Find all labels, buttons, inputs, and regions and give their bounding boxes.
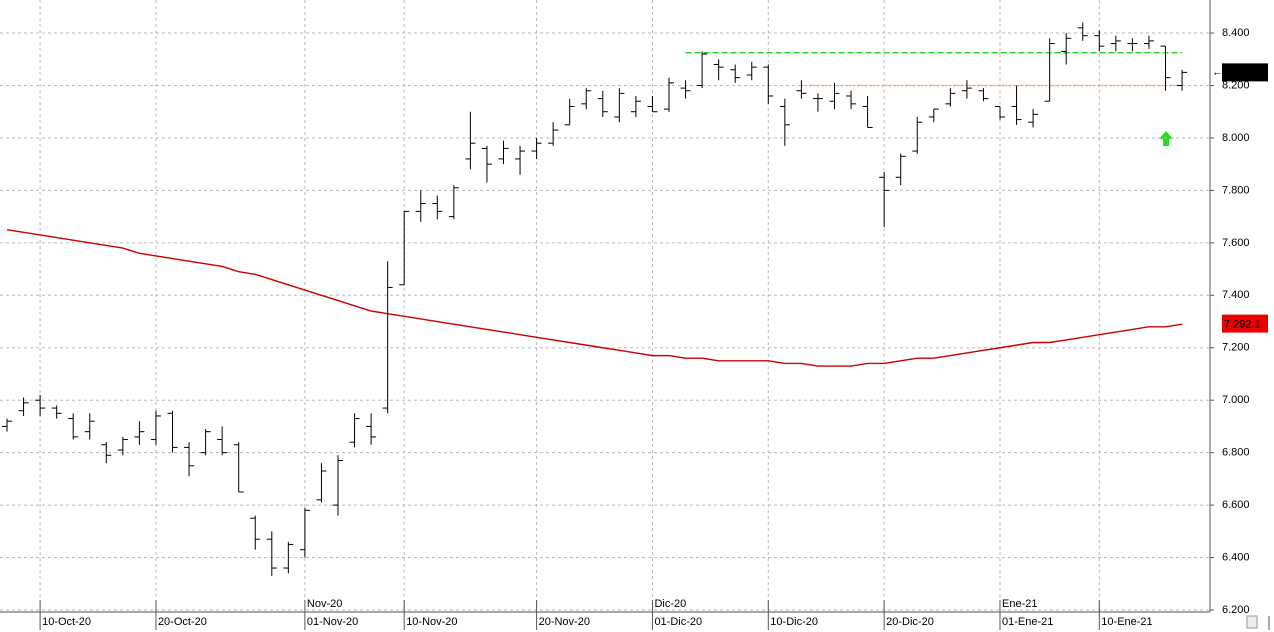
x-tick-label: 10-Oct-20 [42,616,91,628]
up-arrow [1159,131,1173,146]
y-tick-label: 7.800 [1222,184,1250,196]
ma-last-box [1222,314,1268,333]
x-tick-label: 20-Dic-20 [886,616,934,628]
y-tick-label: 7.400 [1222,289,1250,301]
x-tick-label: 01-Nov-20 [307,616,358,628]
last-price-box [1222,63,1268,82]
overlay-line [6,229,1183,367]
x-tick-label: 20-Oct-20 [158,616,207,628]
toolbar-icon[interactable] [1246,615,1258,629]
y-tick-label: 6.600 [1222,499,1250,511]
y-tick-label: 8.000 [1222,132,1250,144]
y-tick-label: 7.000 [1222,394,1250,406]
x-tick-label: 10-Ene-21 [1101,616,1152,628]
x-tick-label: 01-Ene-21 [1002,616,1053,628]
x-tick-label: 20-Nov-20 [539,616,590,628]
month-label: Nov-20 [307,598,342,610]
pointer: ← [1212,66,1223,78]
y-tick-label: 8.200 [1222,79,1250,91]
x-tick-label: 10-Dic-20 [770,616,818,628]
y-tick-label: 6.800 [1222,447,1250,459]
month-label: Dic-20 [654,598,686,610]
month-label: Ene-21 [1002,598,1037,610]
ma-last-label: 7.292.1 [1224,318,1261,330]
y-tick-label: 7.600 [1222,237,1250,249]
y-tick-label: 6.400 [1222,551,1250,563]
y-tick-label: 7.200 [1222,342,1250,354]
x-tick-label: 01-Dic-20 [654,616,702,628]
y-tick-label: 8.400 [1222,27,1250,39]
y-tick-label: 6.200 [1222,604,1250,616]
x-tick-label: 10-Nov-20 [406,616,457,628]
